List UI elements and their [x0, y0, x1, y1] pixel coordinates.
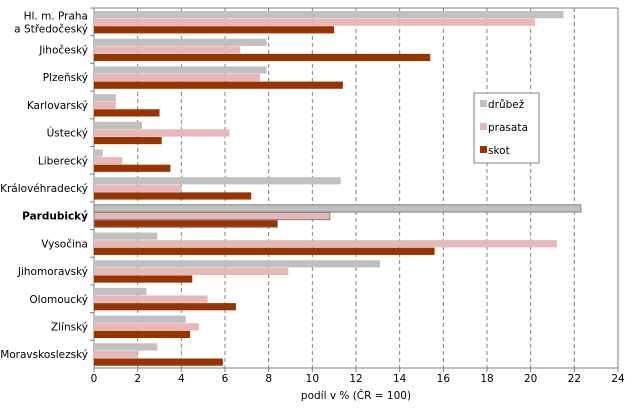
bar-skot	[94, 275, 193, 283]
x-tick-label: 4	[178, 373, 185, 385]
x-tick-label: 22	[568, 373, 581, 385]
x-tick-label: 20	[524, 373, 537, 385]
bar-drůbež	[94, 149, 103, 157]
bar-prasata	[94, 295, 208, 303]
bar-prasata	[94, 350, 138, 359]
x-tick-label: 2	[134, 373, 141, 385]
x-tick-label: 10	[306, 373, 319, 385]
bar-drůbež	[94, 94, 116, 102]
x-tick-label: 12	[349, 373, 362, 385]
bar-prasata	[94, 18, 536, 26]
category-label: a Středočeský	[14, 23, 88, 35]
bar-prasata	[94, 46, 241, 54]
category-label: Jihomoravský	[17, 266, 88, 278]
category-label: Jihočeský	[38, 45, 88, 57]
bar-drůbež	[93, 204, 582, 213]
bar-drůbež	[94, 66, 267, 74]
x-tick-label: 18	[480, 373, 493, 385]
bar-skot	[94, 303, 236, 311]
legend-swatch-prasata	[480, 123, 487, 130]
category-label: Karlovarský	[27, 100, 88, 112]
bar-prasata	[94, 129, 230, 137]
x-axis-label: podíl v % (ČR = 100)	[301, 389, 411, 402]
bar-drůbež	[94, 287, 147, 296]
x-tick-label: 16	[437, 373, 451, 385]
bar-skot	[94, 109, 160, 117]
bar-drůbež	[94, 38, 267, 46]
category-label: Pardubický	[22, 211, 88, 223]
bar-drůbež	[94, 11, 564, 19]
bar-skot	[93, 219, 278, 228]
category-label: Královéhradecký	[0, 183, 88, 195]
category-label: Liberecký	[38, 155, 88, 167]
bar-prasata	[94, 240, 557, 248]
legend-label: drůbež	[488, 99, 525, 111]
category-label: Zlínský	[51, 321, 88, 333]
x-tick-label: 14	[393, 373, 407, 385]
bar-skot	[94, 164, 171, 172]
bar-drůbež	[94, 177, 341, 185]
bar-prasata	[94, 323, 199, 331]
bar-prasata	[94, 184, 182, 192]
legend-swatch-skot	[480, 146, 487, 153]
category-label: Vysočina	[41, 238, 88, 250]
category-label: Olomoucký	[29, 294, 88, 306]
bar-drůbež	[94, 343, 158, 351]
x-tick-label: 0	[91, 373, 98, 385]
category-label: Moravskoslezský	[0, 349, 88, 361]
bar-skot	[94, 26, 335, 34]
bar-prasata	[94, 73, 260, 82]
bar-skot	[94, 358, 223, 366]
bar-drůbež	[94, 121, 143, 129]
bar-prasata	[94, 157, 123, 165]
category-label: Ústecký	[47, 127, 88, 140]
bar-prasata	[93, 211, 331, 221]
legend-swatch-drůbež	[480, 100, 487, 107]
bar-skot	[94, 53, 431, 62]
bar-skot	[94, 330, 191, 339]
x-tick-label: 8	[265, 373, 272, 385]
bar-skot	[94, 136, 162, 145]
legend: drůbež prasata skot	[473, 92, 540, 164]
bar-prasata	[94, 101, 116, 109]
x-tick-label: 24	[611, 373, 625, 385]
bar-drůbež	[94, 260, 381, 268]
category-label: Hl. m. Praha	[24, 10, 88, 22]
bar-drůbež	[94, 315, 186, 323]
bar-skot	[94, 81, 343, 89]
category-label: Plzeňský	[43, 72, 88, 84]
x-tick-label: 6	[222, 373, 229, 385]
bar-prasata	[94, 267, 289, 276]
bar-skot	[94, 192, 252, 200]
legend-label: skot	[488, 145, 510, 157]
bar-drůbež	[94, 232, 158, 240]
bar-skot	[94, 247, 435, 255]
legend-label: prasata	[488, 122, 528, 134]
